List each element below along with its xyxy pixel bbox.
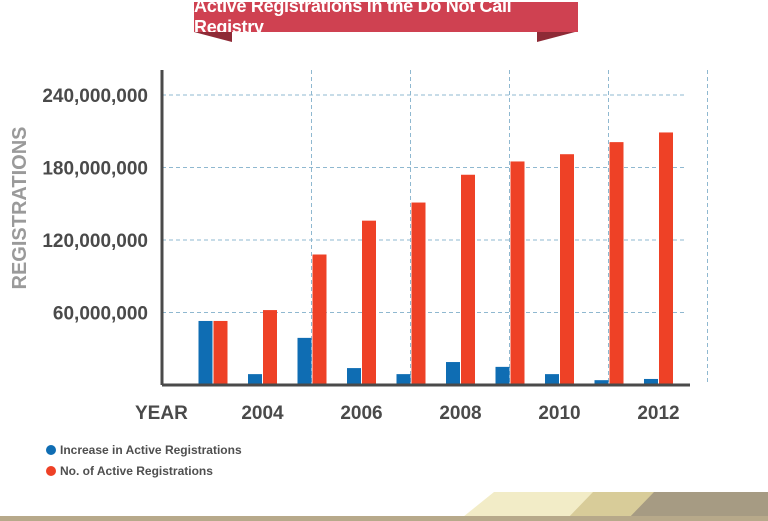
y-tick-label: 240,000,000	[42, 86, 148, 107]
banner-fold-left	[194, 32, 232, 42]
bar-total	[609, 142, 624, 385]
bar-total	[312, 254, 327, 385]
bar-increase	[347, 368, 361, 385]
bar-total	[659, 132, 673, 385]
bar-total	[411, 202, 426, 385]
x-tick-label: 2012	[637, 403, 679, 424]
legend-swatch-red	[46, 466, 56, 476]
footer-stripe-dark	[626, 492, 768, 521]
bar-total	[213, 320, 228, 385]
x-tick-label: 2006	[340, 403, 382, 424]
legend-swatch-blue	[46, 445, 56, 455]
bar-increase	[297, 337, 312, 385]
y-tick-label: 120,000,000	[42, 231, 148, 252]
bar-total	[560, 154, 574, 385]
legend-label-total: No. of Active Registrations	[60, 464, 213, 478]
bar-increase	[198, 320, 213, 385]
bar-increase	[248, 374, 262, 385]
y-tick-label: 60,000,000	[53, 304, 148, 325]
legend-label-increase: Increase in Active Registrations	[60, 443, 242, 457]
footer-bar	[0, 516, 768, 521]
legend-item-increase: Increase in Active Registrations	[46, 443, 242, 457]
x-tick-label: 2010	[538, 403, 580, 424]
chart-title: Active Registrations in the Do Not Call …	[194, 0, 578, 37]
bar-increase	[545, 374, 559, 385]
bar-total	[510, 161, 525, 385]
bar-increase	[495, 366, 510, 385]
bar-increase	[396, 374, 411, 385]
x-axis-label: YEAR	[135, 403, 188, 424]
bar-increase	[446, 362, 460, 385]
bar-total	[461, 174, 475, 385]
bar-total	[263, 310, 277, 385]
bar-total	[362, 220, 376, 385]
y-tick-label: 180,000,000	[42, 159, 148, 180]
banner-fold-right	[537, 32, 575, 42]
legend-item-total: No. of Active Registrations	[46, 464, 213, 478]
x-tick-label: 2004	[241, 403, 284, 424]
x-tick-label: 2008	[439, 403, 481, 424]
y-axis-label: REGISTRATIONS	[9, 127, 31, 290]
bar-increase	[644, 378, 658, 385]
bar-increase	[594, 380, 609, 385]
